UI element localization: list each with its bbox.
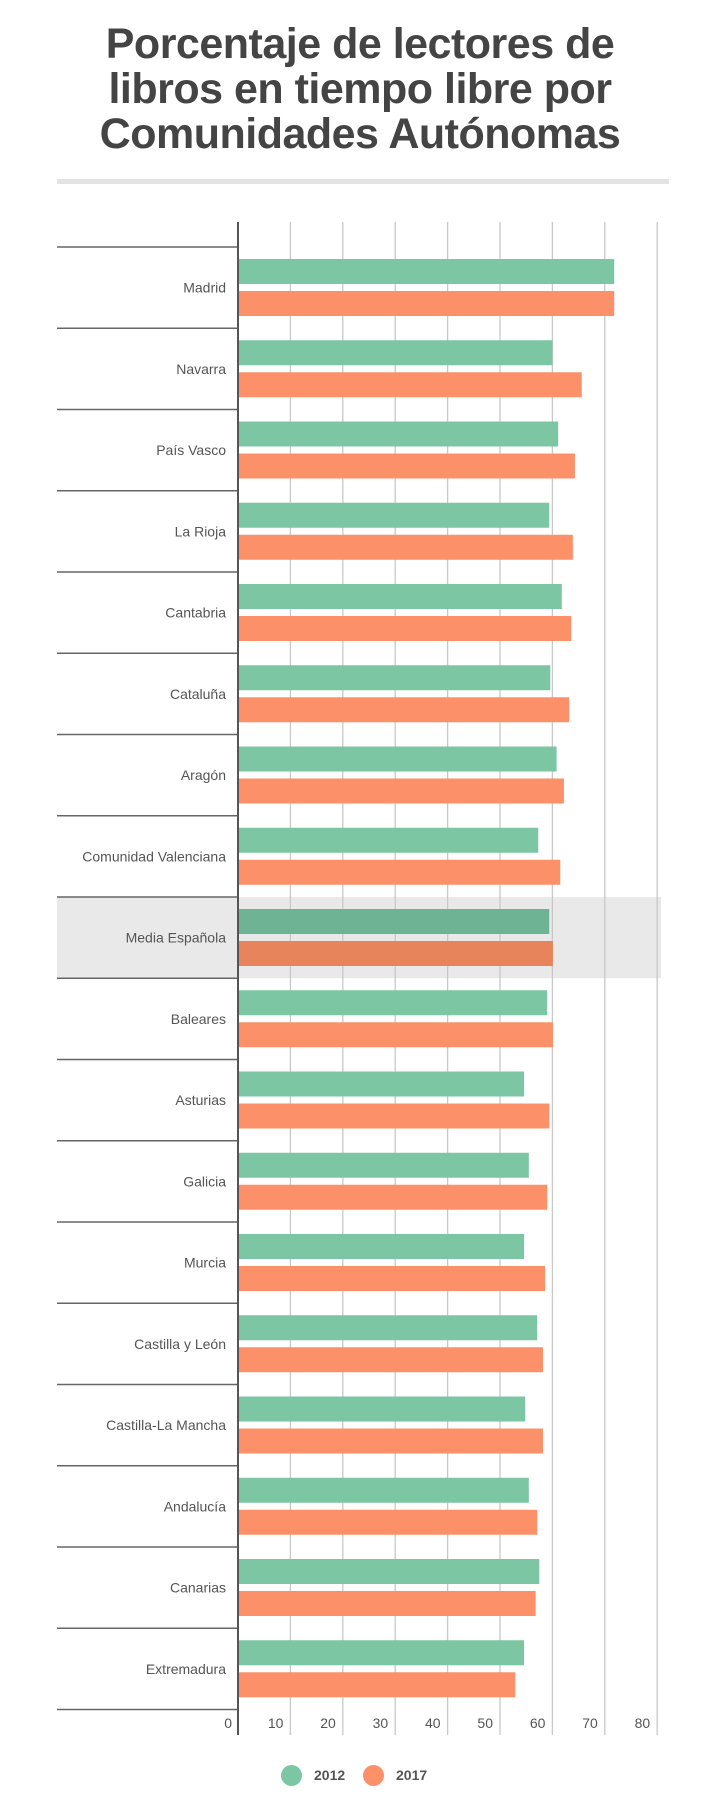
category-label: Comunidad Valenciana — [82, 848, 226, 864]
bar-2012-navarra[interactable]: Navarra 2012: 60 — [239, 340, 553, 366]
category-label: Cantabria — [165, 605, 226, 621]
bar-2017-la-rioja[interactable]: La Rioja 2017: 63.9 — [239, 534, 573, 560]
x-tick-label: 30 — [373, 1715, 389, 1731]
x-tick-label: 60 — [530, 1715, 546, 1731]
category-label: Media Española — [126, 930, 227, 946]
bar-2012-baleares[interactable]: Baleares 2012: 59 — [239, 990, 548, 1016]
chart-title: Porcentaje de lectores de libros en tiem… — [40, 22, 680, 157]
bars: Madrid 2012: 71.8 Madrid 2017: 71.8 Navarr… — [239, 259, 615, 1698]
category-label: Asturias — [175, 1092, 226, 1108]
bar-2012-canarias[interactable]: Canarias 2012: 57.5 — [239, 1559, 540, 1584]
category-label: Aragón — [181, 767, 226, 783]
bar-2017-media-española[interactable]: Media Española 2017: 60.1 — [239, 941, 553, 966]
category-label: Castilla-La Mancha — [106, 1417, 226, 1433]
bar-2017-extremadura[interactable]: Extremadura 2017: 52.9 — [239, 1672, 516, 1698]
legend-item-2017[interactable]: 2017 — [363, 1763, 427, 1787]
x-tick-label: 20 — [320, 1715, 336, 1731]
chart-title-line-3: Comunidades Autónomas — [99, 110, 621, 158]
bar-2012-cantabria[interactable]: Cantabria 2012: 61.8 — [239, 584, 562, 609]
bar-2017-galicia[interactable]: Galicia 2017: 59 — [239, 1184, 548, 1210]
x-tick-labels: 0 10 20 30 40 50 60 70 80 — [224, 1715, 650, 1731]
x-tick-label: 70 — [582, 1715, 598, 1731]
category-label: Murcia — [184, 1255, 226, 1271]
category-label: Cataluña — [170, 686, 226, 702]
x-tick-label: 80 — [635, 1715, 651, 1731]
category-labels: Madrid Navarra País Vasco La Rioja Cantabria… — [82, 280, 226, 1677]
bar-2017-aragón[interactable]: Aragón 2017: 62.2 — [239, 778, 564, 804]
bar-2017-murcia[interactable]: Murcia 2017: 58.6 — [239, 1266, 546, 1291]
legend-swatch-2012 — [281, 1764, 302, 1786]
bar-2017-madrid[interactable]: Madrid 2017: 71.8 — [239, 291, 615, 316]
category-label: Galicia — [183, 1173, 226, 1189]
category-label: Canarias — [170, 1580, 226, 1596]
bar-2012-comunidad-valenciana[interactable]: Comunidad Valenciana 2012: 57.3 — [239, 827, 539, 853]
bar-2017-castilla-la-mancha[interactable]: Castilla-La Mancha 2017: 58.2 — [239, 1428, 543, 1454]
category-label: Navarra — [176, 361, 226, 377]
bar-2017-país-vasco[interactable]: País Vasco 2017: 64.3 — [239, 453, 575, 479]
category-label: Extremadura — [146, 1661, 226, 1677]
legend-label-2017: 2017 — [396, 1767, 428, 1783]
legend-label-2012: 2012 — [314, 1767, 346, 1783]
bar-2017-cantabria[interactable]: Cantabria 2017: 63.6 — [239, 616, 572, 641]
category-label: La Rioja — [175, 523, 227, 539]
bar-2012-aragón[interactable]: Aragón 2012: 60.8 — [239, 746, 557, 772]
bar-2012-castilla-y-león[interactable]: Castilla y León 2012: 57.1 — [239, 1315, 538, 1341]
category-label: Baleares — [171, 1011, 226, 1027]
bar-chart: Madrid 2012: 71.8 Madrid 2017: 71.8 Navarr… — [57, 222, 661, 1735]
gridlines — [289, 222, 658, 1735]
bar-2012-asturias[interactable]: Asturias 2012: 54.6 — [239, 1071, 525, 1097]
chart-title-line-2: libros en tiempo libre por — [108, 65, 612, 113]
bar-2017-navarra[interactable]: Navarra 2017: 65.6 — [239, 372, 582, 398]
legend: 2012 2017 — [0, 1763, 720, 1789]
category-label: Castilla y León — [134, 1336, 226, 1352]
category-label: Andalucía — [164, 1498, 226, 1514]
category-label: Madrid — [183, 280, 226, 296]
bar-2017-comunidad-valenciana[interactable]: Comunidad Valenciana 2017: 61.5 — [239, 859, 561, 885]
bar-2012-la-rioja[interactable]: La Rioja 2012: 59.4 — [239, 502, 550, 528]
x-tick-label: 0 — [224, 1715, 232, 1731]
bar-2012-cataluña[interactable]: Cataluña 2012: 59.6 — [239, 665, 551, 691]
bar-2017-castilla-y-león[interactable]: Castilla y León 2017: 58.2 — [239, 1347, 543, 1373]
x-tick-label: 10 — [268, 1715, 284, 1731]
x-tick-label: 50 — [477, 1715, 493, 1731]
chart-title-line-1: Porcentaje de lectores de — [105, 20, 615, 68]
bar-2017-andalucía[interactable]: Andalucía 2017: 57.1 — [239, 1509, 538, 1535]
legend-swatch-2017 — [363, 1764, 384, 1786]
bar-2012-murcia[interactable]: Murcia 2012: 54.6 — [239, 1234, 525, 1259]
bar-2012-extremadura[interactable]: Extremadura 2012: 54.6 — [239, 1640, 525, 1666]
bar-2012-media-española[interactable]: Media Española 2012: 59.4 — [239, 909, 550, 934]
bar-2017-baleares[interactable]: Baleares 2017: 60.1 — [239, 1022, 553, 1048]
category-label: País Vasco — [156, 442, 226, 458]
bar-2012-país-vasco[interactable]: País Vasco 2012: 61.1 — [239, 421, 559, 447]
x-tick-label: 40 — [425, 1715, 441, 1731]
bar-2012-andalucía[interactable]: Andalucía 2012: 55.5 — [239, 1477, 529, 1503]
legend-item-2012[interactable]: 2012 — [281, 1763, 345, 1787]
row-dividers — [57, 246, 238, 1711]
bar-2012-castilla-la-mancha[interactable]: Castilla-La Mancha 2012: 54.8 — [239, 1396, 526, 1422]
bar-2017-canarias[interactable]: Canarias 2017: 56.8 — [239, 1591, 536, 1616]
bar-2017-asturias[interactable]: Asturias 2017: 59.4 — [239, 1103, 550, 1129]
bar-2017-cataluña[interactable]: Cataluña 2017: 63.2 — [239, 697, 570, 723]
bar-2012-madrid[interactable]: Madrid 2012: 71.8 — [239, 259, 615, 284]
title-divider — [57, 179, 669, 184]
bar-2012-galicia[interactable]: Galicia 2012: 55.5 — [239, 1152, 529, 1178]
